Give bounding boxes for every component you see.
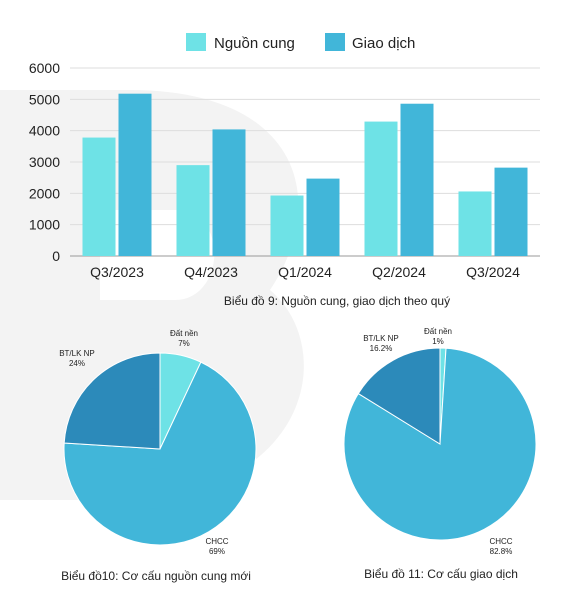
bar-transaction: [118, 93, 152, 257]
bar-transaction: [494, 167, 528, 256]
bar-supply: [458, 191, 492, 256]
x-tick-label: Q3/2023: [90, 264, 144, 280]
x-tick-label: Q3/2024: [466, 264, 520, 280]
pie-label-name: CHCC: [489, 537, 512, 546]
bar-transaction: [212, 129, 246, 256]
pie-label-name: Đất nền: [170, 329, 198, 338]
legend-swatch-transaction: [325, 33, 345, 51]
bar-transaction: [400, 103, 434, 256]
legend-label-supply: Nguồn cung: [214, 35, 295, 52]
pie-label-value: 82.8%: [490, 547, 513, 556]
bar-chart: Nguồn cung Giao dịch 0 1000 2000 3000 4000 50…: [29, 33, 540, 308]
x-tick-label: Q2/2024: [372, 264, 426, 280]
legend: Nguồn cung Giao dịch: [186, 33, 415, 52]
y-axis-ticks: 0 1000 2000 3000 4000 5000 6000: [29, 60, 60, 264]
legend-label-transaction: Giao dịch: [352, 35, 415, 52]
y-tick-label: 0: [52, 248, 60, 264]
y-tick-label: 4000: [29, 123, 60, 139]
pie-label-name: BT/LK NP: [363, 334, 399, 343]
pie-label-name: BT/LK NP: [59, 349, 95, 358]
pie-label-value: 69%: [209, 547, 225, 556]
pie1-caption: Biểu đồ10: Cơ cấu nguồn cung mới: [61, 569, 251, 583]
bar-supply: [82, 137, 116, 256]
pie-label-value: 16.2%: [370, 344, 393, 353]
pie-label-name: CHCC: [205, 537, 228, 546]
bar-transaction: [306, 178, 340, 256]
bar-supply: [270, 195, 304, 256]
pie2-caption: Biểu đồ 11: Cơ cấu giao dịch: [364, 567, 518, 581]
pie-label-name: Đất nền: [424, 327, 452, 336]
y-tick-label: 6000: [29, 60, 60, 76]
x-tick-label: Q1/2024: [278, 264, 332, 280]
y-tick-label: 5000: [29, 91, 60, 107]
pie-label-value: 1%: [432, 337, 444, 346]
pie-label-value: 24%: [69, 359, 85, 368]
pie-slice-chcc: [63, 361, 257, 546]
bar-supply: [176, 165, 210, 256]
x-tick-label: Q4/2023: [184, 264, 238, 280]
pie-label-value: 7%: [178, 339, 190, 348]
pie-slice-bt-lk: [63, 352, 161, 450]
bars: [82, 93, 528, 257]
pie-slice-bt-lk: [357, 347, 441, 445]
x-axis-ticks: Q3/2023 Q4/2023 Q1/2024 Q2/2024 Q3/2024: [90, 264, 520, 280]
y-tick-label: 3000: [29, 154, 60, 170]
bar-supply: [364, 121, 398, 256]
y-tick-label: 1000: [29, 217, 60, 233]
y-tick-label: 2000: [29, 185, 60, 201]
legend-swatch-supply: [186, 33, 206, 51]
bar-chart-caption: Biểu đồ 9: Nguồn cung, giao dịch theo qu…: [224, 294, 450, 308]
